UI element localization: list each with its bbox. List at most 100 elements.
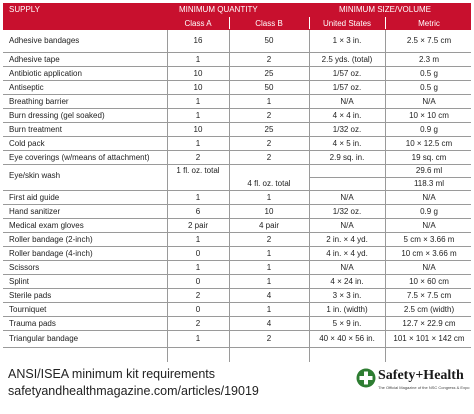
brand-tagline: The Official Magazine of the NSC Congres…	[378, 385, 470, 390]
table-row: Trauma pads 2 4 5 × 9 in. 12.7 × 22.9 cm	[3, 317, 471, 331]
cell-united-states: 2.5 yds. (total)	[321, 55, 373, 64]
cell-class-a: 10	[193, 69, 203, 78]
cell-supply: Antibiotic application	[9, 69, 82, 78]
cell-metric: N/A	[422, 221, 436, 230]
cell-metric: 5 cm × 3.66 m	[403, 235, 455, 244]
cell-class-b: 2	[266, 111, 272, 120]
cell-united-states: 4 × 5 in.	[332, 139, 362, 148]
cell-metric: N/A	[422, 263, 436, 272]
cell-class-b: 4 fl. oz. total	[247, 179, 291, 188]
cell-united-states: 1/57 oz.	[332, 83, 362, 92]
cell-united-states: 5 × 9 in.	[332, 319, 362, 328]
cell-supply: Adhesive bandages	[9, 36, 80, 45]
cell-supply: Hand sanitizer	[9, 207, 61, 216]
cell-class-b: 2	[266, 334, 272, 343]
footer: ANSI/ISEA minimum kit requirements safet…	[8, 366, 259, 400]
cell-supply: Eye coverings (w/means of attachment)	[9, 153, 150, 162]
table-row: Eye/skin wash 1 fl. oz. total 29.6 ml 4 fl.…	[3, 165, 471, 191]
cell-metric: 2.5 cm (width)	[403, 305, 455, 314]
table-row: Burn treatment 10 25 1/32 oz. 0.9 g	[3, 123, 471, 137]
cell-metric: 10 × 12.5 cm	[405, 139, 453, 148]
cell-supply: First aid guide	[9, 193, 60, 202]
table-row: Cold pack 1 2 4 × 5 in. 10 × 12.5 cm	[3, 137, 471, 151]
cell-supply: Antiseptic	[9, 83, 44, 92]
header-class-b: Class B	[255, 19, 283, 28]
cell-class-a: 10	[193, 125, 203, 134]
table-row: First aid guide 1 1 N/A N/A	[3, 191, 471, 205]
cell-metric: 0.5 g	[420, 83, 438, 92]
table-row: Breathing barrier 1 1 N/A N/A	[3, 95, 471, 109]
cell-united-states: 1/57 oz.	[332, 69, 362, 78]
table-row: Roller bandage (2-inch) 1 2 2 in. × 4 yd. 5 …	[3, 233, 471, 247]
cell-united-states: 1/32 oz.	[332, 207, 362, 216]
cell-united-states: 2.9 sq. in.	[329, 153, 365, 162]
cell-united-states: 1 × 3 in.	[332, 36, 362, 45]
table-row: Medical exam gloves 2 pair 4 pair N/A N/A	[3, 219, 471, 233]
table-row: Triangular bandage 1 2 40 × 40 × 56 in. 101 …	[3, 331, 471, 348]
cell-class-b: 1	[266, 263, 272, 272]
cell-class-b: 1	[266, 305, 272, 314]
cell-supply: Cold pack	[9, 139, 45, 148]
cell-united-states: 2 in. × 4 yd.	[326, 235, 368, 244]
cell-supply: Burn dressing (gel soaked)	[9, 111, 105, 120]
cell-metric: 10 × 10 cm	[409, 111, 449, 120]
cell-metric: 10 × 60 cm	[409, 277, 449, 286]
cell-class-b: 25	[264, 125, 274, 134]
cell-class-b: 1	[266, 193, 272, 202]
cell-class-b: 4 pair	[258, 221, 279, 230]
cell-class-a: 0	[195, 277, 201, 286]
cell-class-a: 1	[195, 111, 201, 120]
cell-united-states: 1/32 oz.	[332, 125, 362, 134]
cell-united-states: N/A	[340, 263, 354, 272]
cell-supply: Burn treatment	[9, 125, 62, 134]
footer-url[interactable]: safetyandhealthmagazine.com/articles/190…	[8, 384, 259, 398]
table-row: Antiseptic 10 50 1/57 oz. 0.5 g	[3, 81, 471, 95]
cell-class-b: 2	[266, 139, 272, 148]
cell-class-a: 1	[195, 139, 201, 148]
cell-class-a: 2	[195, 153, 201, 162]
cell-class-a: 2 pair	[187, 221, 208, 230]
cell-united-states: N/A	[340, 97, 354, 106]
safety-health-logo: Safety+Health The Official Magazine of t…	[354, 366, 470, 396]
header-min-quantity: MINIMUM QUANTITY	[179, 5, 258, 14]
header-united-states: United States	[322, 19, 372, 28]
cell-supply: Triangular bandage	[9, 334, 79, 343]
cell-metric: 10 cm × 3.66 m	[401, 249, 457, 258]
cell-class-a: 1 fl. oz. total	[176, 166, 220, 175]
cell-class-b: 2	[266, 235, 272, 244]
cell-metric: 0.9 g	[420, 207, 438, 216]
cell-class-b: 4	[266, 319, 272, 328]
cell-supply: Scissors	[9, 263, 40, 272]
cell-metric: 12.7 × 22.9 cm	[402, 319, 456, 328]
cell-supply: Medical exam gloves	[9, 221, 84, 230]
cell-class-a: 6	[195, 207, 201, 216]
cell-metric: 0.9 g	[420, 125, 438, 134]
cell-class-b: 25	[264, 69, 274, 78]
cell-supply: Splint	[9, 277, 30, 286]
header-supply: SUPPLY	[9, 5, 40, 14]
table-header: SUPPLY MINIMUM QUANTITY MINIMUM SIZE/VOL…	[3, 3, 471, 16]
header-min-size: MINIMUM SIZE/VOLUME	[339, 5, 432, 14]
cell-class-a: 2	[195, 291, 201, 300]
header-metric: Metric	[418, 19, 440, 28]
cell-class-b: 1	[266, 277, 272, 286]
cell-class-a: 0	[195, 305, 201, 314]
cell-class-a: 2	[195, 319, 201, 328]
cell-united-states: N/A	[340, 193, 354, 202]
table-row: Sterile pads 2 4 3 × 3 in. 7.5 × 7.5 cm	[3, 289, 471, 303]
cell-metric: 0.5 g	[420, 69, 438, 78]
cell-metric: 2.5 × 7.5 cm	[406, 36, 452, 45]
cell-supply: Tourniquet	[9, 305, 47, 314]
cell-supply: Eye/skin wash	[9, 171, 61, 180]
cell-class-a: 1	[195, 97, 201, 106]
cell-supply: Roller bandage (2-inch)	[9, 235, 93, 244]
cell-metric: 101 × 101 × 142 cm	[393, 334, 465, 343]
cell-class-a: 1	[195, 193, 201, 202]
table-row: Antibiotic application 10 25 1/57 oz. 0.5 g	[3, 67, 471, 81]
cell-united-states: 1 in. (width)	[326, 305, 368, 314]
cell-united-states: 40 × 40 × 56 in.	[319, 334, 375, 343]
cell-class-a: 1	[195, 235, 201, 244]
table-body: Adhesive bandages 16 50 1 × 3 in. 2.5 × 7.5 …	[3, 30, 471, 348]
cell-united-states: 4 × 4 in.	[332, 111, 362, 120]
cell-class-b: 2	[266, 153, 272, 162]
